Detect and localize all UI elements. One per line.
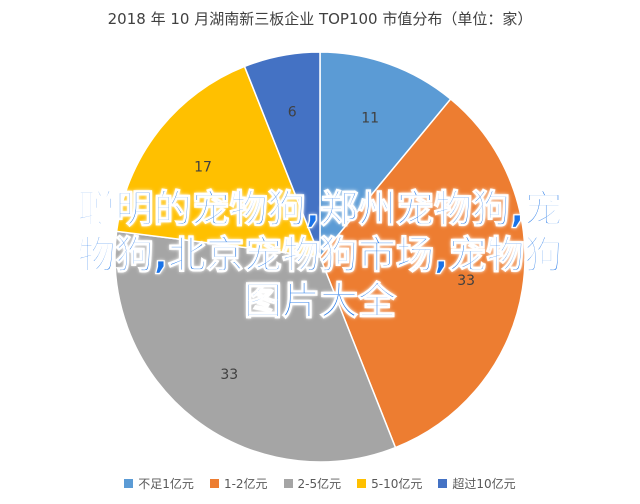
legend-item-5: 超过10亿元 — [438, 475, 516, 492]
legend-label: 不足1亿元 — [138, 476, 194, 491]
pie-data-label-2: 33 — [457, 273, 475, 289]
chart-legend: 不足1亿元 1-2亿元 2-5亿元 5-10亿元 超过10亿元 — [0, 470, 640, 496]
pie-data-label-3: 33 — [220, 367, 238, 383]
pie-data-label-1: 11 — [361, 111, 379, 127]
legend-label: 超过10亿元 — [452, 476, 516, 491]
pie-data-label-4: 17 — [194, 159, 212, 175]
legend-swatch — [438, 478, 448, 488]
chart-title: 2018 年 10 月湖南新三板企业 TOP100 市值分布（单位：家） — [107, 10, 533, 28]
pie-chart: 11 33 33 17 6 — [114, 51, 526, 463]
legend-item-1: 不足1亿元 — [124, 475, 194, 492]
pie-slice-3 — [114, 230, 397, 463]
legend-label: 5-10亿元 — [371, 476, 423, 491]
pie-slice-4 — [115, 65, 322, 258]
pie-slice-5 — [243, 51, 321, 258]
pie-slice-1 — [319, 51, 452, 260]
legend-item-3: 2-5亿元 — [283, 475, 342, 492]
legend-item-4: 5-10亿元 — [357, 475, 422, 492]
legend-swatch — [357, 478, 367, 488]
legend-label: 1-2亿元 — [223, 476, 268, 491]
legend-swatch — [124, 478, 134, 488]
pie-slice-2 — [319, 97, 526, 449]
legend-item-2: 1-2亿元 — [209, 475, 268, 492]
pie-data-label-5: 6 — [288, 105, 297, 121]
legend-swatch — [283, 478, 293, 488]
legend-label: 2-5亿元 — [297, 476, 342, 491]
legend-swatch — [209, 478, 219, 488]
